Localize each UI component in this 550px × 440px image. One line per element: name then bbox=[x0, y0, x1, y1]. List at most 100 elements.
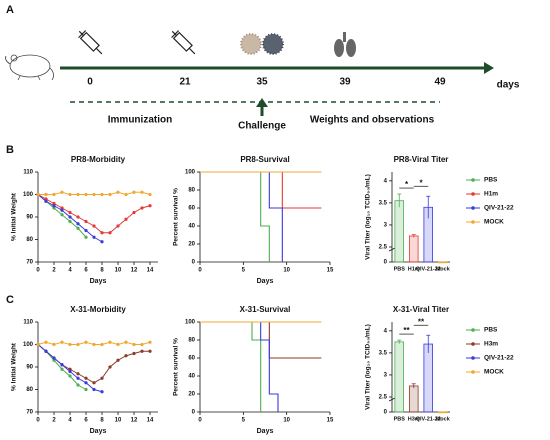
point bbox=[52, 204, 56, 208]
x-tick-label: 4 bbox=[68, 418, 72, 424]
point bbox=[132, 210, 136, 215]
x-tick-label: 5 bbox=[242, 418, 246, 424]
y-axis-label: % Initial Weight bbox=[11, 342, 18, 391]
legend-label: H3m bbox=[484, 341, 498, 348]
point bbox=[100, 390, 104, 394]
point bbox=[92, 387, 96, 392]
timeline-tick: 35 bbox=[256, 77, 268, 88]
y-tick-label: 3 bbox=[384, 223, 388, 229]
bar bbox=[394, 200, 404, 263]
phase-label: Immunization bbox=[108, 115, 172, 126]
x-tick-label: PBS bbox=[394, 266, 406, 272]
x-tick-label: 8 bbox=[100, 268, 104, 274]
timeline-tick: 39 bbox=[339, 77, 351, 88]
mouse-icon bbox=[5, 54, 54, 81]
x-tick-label: Mock bbox=[436, 416, 451, 422]
x-tick-label: 10 bbox=[115, 418, 122, 424]
significance-label: ** bbox=[403, 326, 410, 335]
point bbox=[76, 192, 80, 197]
legend-marker bbox=[471, 370, 475, 374]
bar bbox=[437, 411, 448, 414]
point bbox=[100, 342, 104, 347]
survival-curve bbox=[200, 171, 270, 262]
point bbox=[92, 381, 96, 385]
point bbox=[100, 376, 104, 380]
phase-label: Weights and observations bbox=[310, 115, 435, 126]
chart-title: X-31-Survival bbox=[240, 305, 291, 314]
y-tick-label: 3.5 bbox=[379, 200, 388, 206]
point bbox=[52, 356, 56, 360]
challenge-arrow bbox=[256, 98, 268, 107]
timeline-arrow bbox=[484, 62, 494, 74]
point bbox=[148, 340, 152, 344]
point bbox=[68, 192, 72, 197]
point bbox=[108, 365, 112, 369]
x-tick-label: 4 bbox=[68, 268, 72, 274]
x-tick-label: 15 bbox=[327, 268, 334, 274]
y-axis-label: Viral Titer (log₁₀ TCID₅₀/mL) bbox=[365, 174, 372, 260]
chart-title: PR8-Viral Titer bbox=[394, 155, 449, 164]
x-tick-label: 8 bbox=[100, 418, 104, 424]
point bbox=[36, 342, 40, 347]
y-tick-label: 100 bbox=[23, 342, 34, 348]
x-tick-label: 10 bbox=[283, 418, 290, 424]
y-tick-label: 110 bbox=[23, 170, 33, 176]
point bbox=[52, 201, 56, 206]
x-tick-label: H3m bbox=[408, 416, 420, 422]
y-tick-label: 80 bbox=[26, 387, 33, 393]
bar bbox=[394, 341, 404, 413]
point bbox=[92, 192, 96, 197]
bar bbox=[408, 235, 419, 263]
point bbox=[116, 358, 120, 362]
point bbox=[116, 190, 120, 194]
point bbox=[124, 340, 128, 344]
x-axis-label: Days bbox=[257, 278, 274, 285]
point bbox=[68, 215, 72, 219]
chart-title: X-31-Viral Titer bbox=[393, 305, 449, 314]
legend-marker bbox=[471, 328, 475, 332]
point bbox=[44, 199, 48, 203]
y-tick-label: 40 bbox=[188, 224, 195, 230]
point bbox=[68, 374, 72, 378]
y-tick-label: 110 bbox=[23, 320, 33, 326]
point bbox=[124, 217, 128, 221]
y-tick-label: 0 bbox=[192, 410, 196, 416]
point bbox=[52, 206, 56, 210]
legend-label: H1m bbox=[484, 191, 498, 198]
panel-label: A bbox=[6, 4, 14, 16]
point bbox=[148, 349, 152, 353]
legend-label: PBS bbox=[484, 177, 498, 184]
point bbox=[108, 340, 112, 344]
point bbox=[52, 342, 56, 347]
y-tick-label: 60 bbox=[188, 206, 195, 212]
point bbox=[44, 192, 48, 197]
point bbox=[76, 342, 80, 347]
point bbox=[84, 376, 88, 380]
y-tick-label: 0 bbox=[384, 410, 388, 416]
chart-title: PR8-Morbidity bbox=[71, 155, 126, 164]
x-axis-label: Days bbox=[257, 428, 274, 435]
y-tick-label: 70 bbox=[26, 410, 33, 416]
panel-label: C bbox=[6, 294, 14, 306]
point bbox=[76, 372, 80, 376]
survival-curve bbox=[200, 321, 279, 412]
point bbox=[92, 342, 96, 347]
x-tick-label: QIV-21-22 bbox=[416, 416, 441, 422]
x-tick-label: 0 bbox=[198, 268, 202, 274]
point bbox=[84, 235, 88, 239]
point bbox=[148, 192, 152, 197]
point bbox=[140, 206, 144, 210]
phase-label: Challenge bbox=[238, 121, 286, 132]
y-tick-label: 3.5 bbox=[379, 350, 388, 356]
x-tick-label: 5 bbox=[242, 268, 246, 274]
syringe-icon bbox=[78, 30, 196, 55]
bar bbox=[408, 385, 419, 413]
point bbox=[60, 340, 64, 344]
y-tick-label: 70 bbox=[26, 260, 33, 266]
x-tick-label: QIV-21-22 bbox=[416, 266, 441, 272]
point bbox=[100, 192, 104, 197]
survival-curve bbox=[200, 171, 283, 262]
point bbox=[68, 342, 72, 347]
y-tick-label: 3 bbox=[384, 373, 388, 379]
